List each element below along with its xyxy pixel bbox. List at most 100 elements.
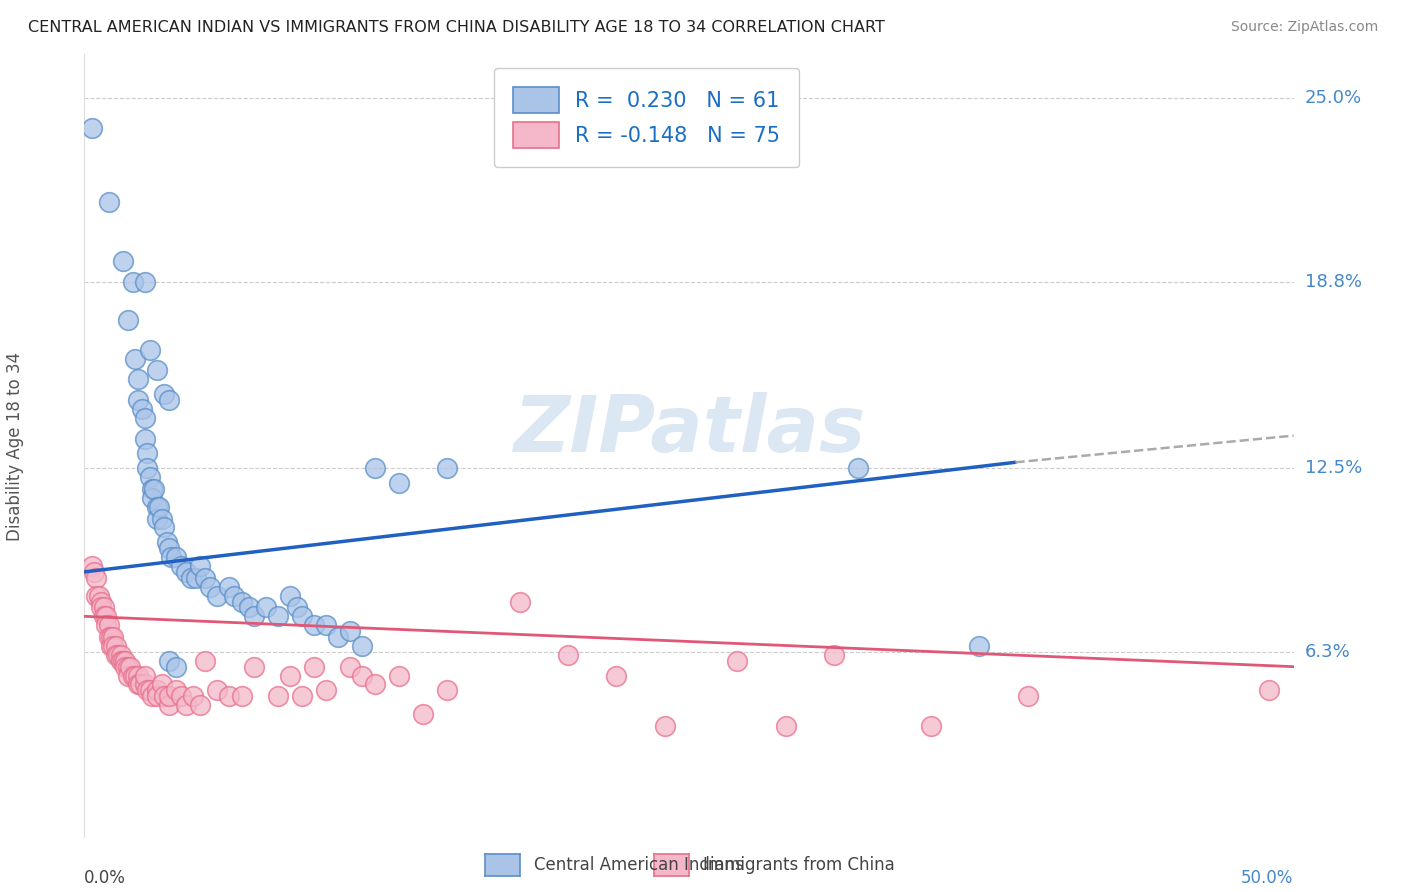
Point	[194, 571, 217, 585]
Point	[121, 275, 143, 289]
Text: Source: ZipAtlas.com: Source: ZipAtlas.com	[1230, 20, 1378, 34]
Point	[218, 580, 240, 594]
Point	[436, 683, 458, 698]
Text: Disability Age 18 to 34: Disability Age 18 to 34	[6, 351, 24, 541]
Point	[107, 648, 129, 662]
Point	[127, 668, 149, 682]
Point	[509, 594, 531, 608]
Point	[134, 677, 156, 691]
Point	[278, 668, 301, 682]
Point	[339, 624, 361, 639]
Point	[352, 668, 374, 682]
Point	[775, 719, 797, 733]
Point	[134, 410, 156, 425]
Point	[224, 589, 246, 603]
Point	[363, 461, 385, 475]
Point	[100, 630, 122, 644]
Point	[181, 690, 204, 704]
Point	[725, 654, 748, 668]
Point	[110, 654, 132, 668]
Text: Immigrants from China: Immigrants from China	[703, 856, 894, 874]
Point	[103, 630, 125, 644]
Point	[328, 630, 350, 644]
Point	[267, 609, 290, 624]
Point	[170, 690, 193, 704]
Point	[388, 668, 411, 682]
Point	[97, 194, 120, 209]
Point	[207, 589, 229, 603]
Point	[94, 609, 117, 624]
Point	[129, 677, 152, 691]
Point	[136, 461, 159, 475]
Point	[138, 470, 160, 484]
Text: 6.3%: 6.3%	[1305, 643, 1350, 661]
Point	[153, 387, 176, 401]
Point	[557, 648, 579, 662]
Point	[146, 690, 169, 704]
Point	[291, 609, 314, 624]
Point	[86, 571, 108, 585]
Point	[190, 698, 212, 713]
Point	[1258, 683, 1281, 698]
Point	[146, 363, 169, 377]
Point	[363, 677, 385, 691]
Point	[104, 648, 127, 662]
Point	[93, 609, 115, 624]
Point	[291, 690, 314, 704]
Point	[127, 372, 149, 386]
Point	[190, 558, 212, 573]
Point	[339, 659, 361, 673]
Text: CENTRAL AMERICAN INDIAN VS IMMIGRANTS FROM CHINA DISABILITY AGE 18 TO 34 CORRELA: CENTRAL AMERICAN INDIAN VS IMMIGRANTS FR…	[28, 20, 884, 35]
Point	[153, 690, 176, 704]
Point	[967, 639, 990, 653]
Point	[254, 600, 277, 615]
Point	[198, 580, 221, 594]
Text: Central American Indians: Central American Indians	[534, 856, 744, 874]
Point	[315, 683, 337, 698]
Point	[104, 639, 127, 653]
Point	[194, 654, 217, 668]
Point	[86, 589, 108, 603]
Point	[117, 313, 139, 327]
Point	[103, 639, 125, 653]
Point	[143, 482, 166, 496]
Point	[127, 677, 149, 691]
Point	[170, 558, 193, 573]
Point	[174, 565, 197, 579]
Text: 18.8%: 18.8%	[1305, 273, 1361, 291]
Point	[231, 594, 253, 608]
Point	[80, 558, 103, 573]
Point	[134, 275, 156, 289]
Point	[146, 500, 169, 514]
Point	[412, 707, 434, 722]
Point	[146, 511, 169, 525]
Point	[148, 500, 170, 514]
Point	[90, 600, 112, 615]
Point	[184, 571, 207, 585]
Point	[823, 648, 845, 662]
Point	[138, 343, 160, 357]
Point	[134, 668, 156, 682]
Point	[83, 565, 105, 579]
Point	[436, 461, 458, 475]
Point	[117, 668, 139, 682]
Point	[207, 683, 229, 698]
Point	[90, 594, 112, 608]
Text: 0.0%: 0.0%	[84, 869, 127, 887]
Point	[100, 639, 122, 653]
Point	[218, 690, 240, 704]
Point	[920, 719, 942, 733]
Point	[93, 600, 115, 615]
Point	[153, 520, 176, 534]
Legend: R =  0.230   N = 61, R = -0.148   N = 75: R = 0.230 N = 61, R = -0.148 N = 75	[494, 68, 799, 167]
Point	[242, 609, 264, 624]
Point	[124, 351, 146, 366]
Point	[87, 589, 110, 603]
Point	[112, 654, 135, 668]
Point	[136, 683, 159, 698]
Point	[278, 589, 301, 603]
Point	[654, 719, 676, 733]
Point	[97, 618, 120, 632]
Point	[97, 630, 120, 644]
Point	[388, 476, 411, 491]
